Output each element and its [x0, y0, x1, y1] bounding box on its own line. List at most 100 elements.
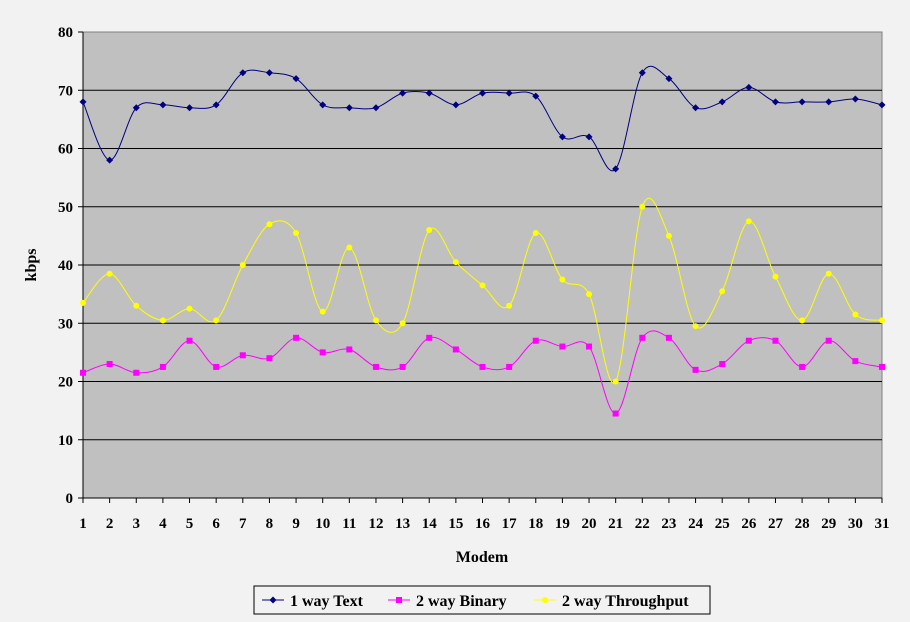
x-tick-label: 5	[186, 516, 194, 532]
legend-entry: 2 way Throughput	[534, 593, 689, 610]
x-axis-title: Modem	[456, 549, 509, 566]
x-tick-label: 28	[795, 516, 810, 532]
data-point	[79, 98, 87, 106]
data-point	[879, 363, 885, 370]
y-tick-label: 60	[58, 142, 73, 158]
data-point	[772, 273, 779, 280]
data-point	[638, 69, 646, 77]
y-tick-label: 50	[58, 200, 73, 216]
x-tick-label: 25	[715, 516, 730, 532]
series-3	[80, 198, 885, 385]
data-point	[665, 334, 672, 341]
legend-marker	[269, 596, 277, 604]
x-tick-label: 11	[342, 516, 356, 532]
x-tick-label: 29	[821, 516, 836, 532]
x-tick-label: 31	[875, 516, 890, 532]
data-point	[239, 69, 247, 77]
y-tick-label: 40	[58, 258, 73, 274]
data-point	[532, 92, 540, 100]
x-tick-label: 27	[768, 516, 784, 532]
data-point	[798, 98, 806, 106]
data-point	[426, 227, 433, 234]
x-tick-label: 8	[266, 516, 274, 532]
y-tick-label: 20	[58, 375, 73, 391]
x-tick-label: 13	[395, 516, 410, 532]
data-point	[799, 317, 806, 324]
data-point	[425, 89, 433, 97]
legend-entry: 2 way Binary	[388, 593, 507, 610]
data-point	[772, 337, 779, 344]
data-point	[133, 302, 140, 309]
x-tick-label: 18	[528, 516, 543, 532]
data-point	[532, 337, 539, 344]
data-point	[213, 317, 220, 324]
data-point	[852, 311, 859, 318]
data-point	[346, 346, 353, 353]
x-tick-label: 10	[315, 516, 330, 532]
data-point	[159, 317, 166, 324]
x-tick-label: 12	[368, 516, 383, 532]
data-point	[266, 221, 273, 228]
y-axis-title: kbps	[23, 249, 40, 282]
data-point	[212, 101, 220, 109]
data-point	[399, 89, 407, 97]
data-point	[452, 259, 459, 266]
data-point	[399, 320, 406, 327]
data-point	[692, 323, 699, 330]
x-tick-label: 24	[688, 516, 704, 532]
data-point	[80, 369, 86, 376]
data-point	[132, 104, 140, 112]
data-point	[745, 83, 753, 91]
data-point	[825, 98, 833, 106]
data-point	[372, 104, 380, 112]
data-point	[186, 305, 193, 312]
data-point	[479, 363, 486, 370]
data-point	[639, 334, 646, 341]
data-point	[745, 218, 752, 225]
x-tick-label: 26	[741, 516, 757, 532]
y-tick-label: 30	[58, 316, 73, 332]
y-tick-label: 80	[58, 25, 73, 41]
data-point	[372, 317, 379, 324]
y-tick-label: 10	[58, 433, 73, 449]
data-point	[319, 308, 326, 315]
data-point	[452, 101, 460, 109]
x-tick-label: 20	[582, 516, 597, 532]
data-point	[479, 89, 486, 97]
y-tick-label: 0	[66, 491, 74, 507]
data-point	[506, 302, 513, 309]
data-point	[239, 352, 246, 359]
data-point	[133, 369, 140, 376]
x-tick-label: 22	[635, 516, 650, 532]
data-point	[186, 104, 194, 112]
series-2	[80, 330, 885, 417]
legend-label: 1 way Text	[290, 593, 364, 610]
data-point	[345, 104, 353, 112]
data-point	[771, 98, 779, 106]
legend-label: 2 way Binary	[416, 593, 507, 610]
x-tick-label: 4	[159, 516, 167, 532]
data-point	[426, 334, 433, 341]
x-tick-label: 3	[133, 516, 141, 532]
data-point	[293, 334, 300, 341]
legend-marker	[396, 597, 402, 603]
y-tick-label: 70	[58, 83, 73, 99]
x-tick-label: 23	[661, 516, 676, 532]
data-point	[692, 104, 700, 112]
data-point	[213, 363, 220, 370]
data-point	[585, 133, 593, 141]
data-point	[878, 101, 886, 109]
data-point	[532, 229, 539, 236]
x-tick-label: 17	[502, 516, 518, 532]
data-point	[399, 363, 406, 370]
data-point	[159, 363, 166, 370]
x-tick-label: 1	[79, 516, 87, 532]
data-point	[106, 156, 114, 164]
data-point	[559, 276, 566, 283]
legend-entry: 1 way Text	[262, 593, 364, 610]
data-point	[586, 291, 593, 298]
x-tick-labels: 1 2 3 4 5 6 7 8 9 10 11 12 13 14 15 16 17 18 19 20 21 22 23 24 2…	[79, 498, 890, 532]
x-tick-label: 2	[106, 516, 114, 532]
data-point	[319, 101, 327, 109]
data-point	[265, 69, 273, 77]
